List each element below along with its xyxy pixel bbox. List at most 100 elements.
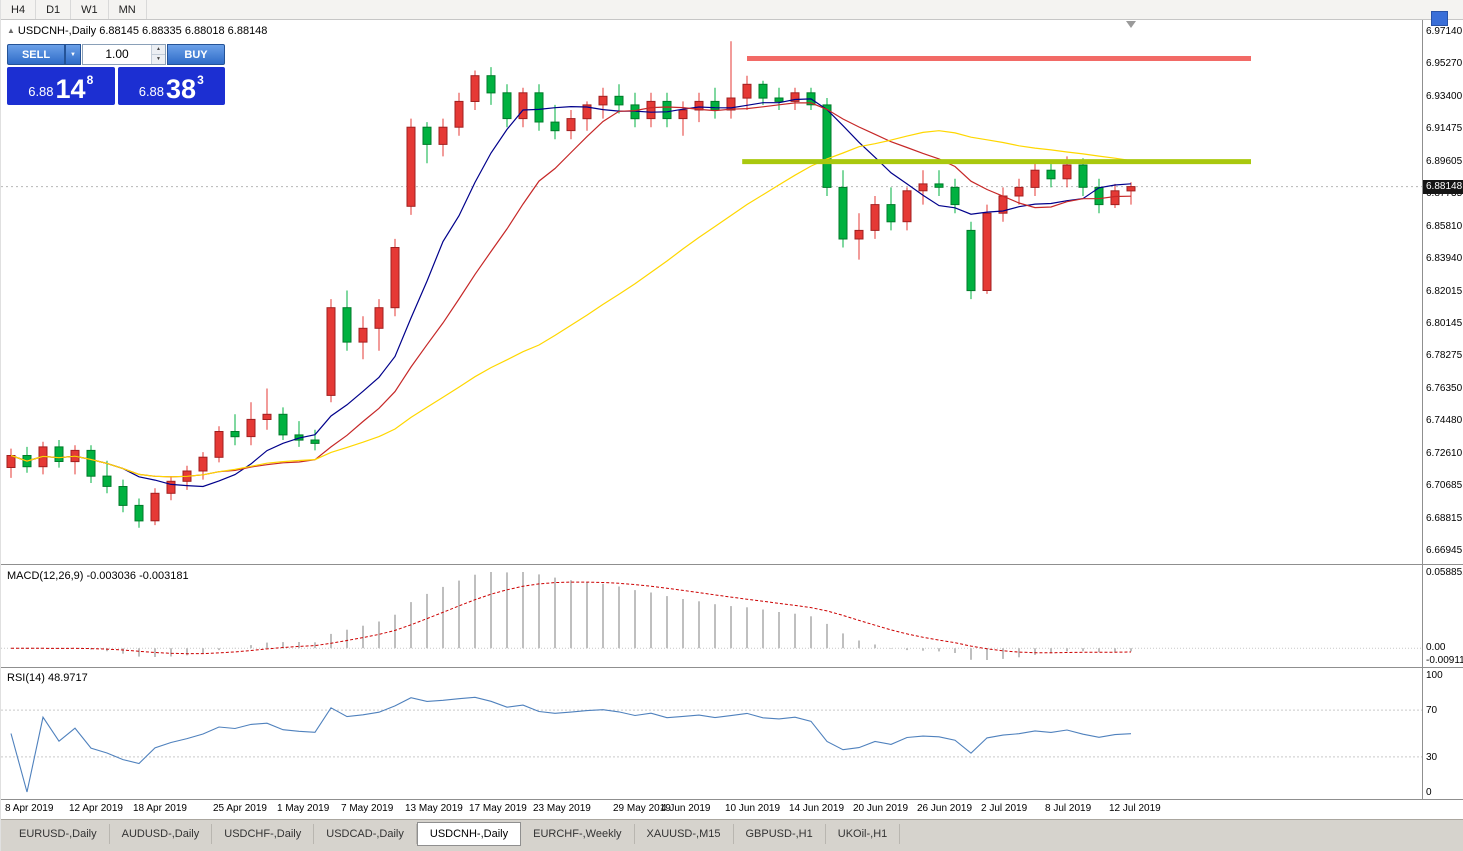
buy-price-big: 38 <box>166 74 197 104</box>
timeframe-button-mn[interactable]: MN <box>109 0 147 19</box>
sell-price-button[interactable]: 6.88 14 8 <box>7 67 115 105</box>
volume-input[interactable]: 1.00 <box>105 47 129 61</box>
date-axis-label: 4 Jun 2019 <box>661 803 711 814</box>
date-axis-label: 10 Jun 2019 <box>725 803 781 814</box>
date-axis-label: 14 Jun 2019 <box>789 803 845 814</box>
date-axis-label: 18 Apr 2019 <box>133 803 187 814</box>
rsi-scale-70: 70 <box>1426 705 1438 716</box>
sell-button[interactable]: SELL <box>7 44 65 65</box>
price-axis-label: 6.80145 <box>1426 317 1463 329</box>
price-axis-label: 6.97140 <box>1426 26 1463 37</box>
rsi-svg[interactable] <box>1 669 1422 798</box>
volume-dropdown-button[interactable]: ▼ <box>65 44 81 65</box>
current-price-tag: 6.88148 <box>1423 179 1463 194</box>
sell-price-prefix: 6.88 <box>28 84 54 99</box>
menubar: H4 D1 W1 MN <box>1 0 1463 20</box>
candle-bodies <box>6 75 1136 522</box>
chart-tab-audusd-daily[interactable]: AUDUSD-,Daily <box>110 824 213 844</box>
price-axis-label: 6.74480 <box>1426 415 1463 427</box>
timeframe-button-d1[interactable]: D1 <box>36 0 72 19</box>
timeframe-button-w1[interactable]: W1 <box>71 0 109 19</box>
buy-button[interactable]: BUY <box>167 44 225 65</box>
date-axis-label: 17 May 2019 <box>469 803 527 814</box>
panel-divider-rsi[interactable] <box>1 667 1463 668</box>
price-axis-label: 6.87735 <box>1426 188 1463 200</box>
series-marker-icon: ▲ <box>7 26 15 35</box>
candle-wicks <box>10 41 1132 528</box>
macd-title: MACD(12,26,9) -0.003036 -0.003181 <box>7 570 189 582</box>
buy-price-button[interactable]: 6.88 38 3 <box>117 67 225 105</box>
ma-medium-red-line <box>10 102 1132 478</box>
chart-tab-xauusd-m15[interactable]: XAUUSD-,M15 <box>635 824 734 844</box>
price-axis[interactable]: 6.88148 0.058851 0.00 -0.009116 100 70 3… <box>1423 19 1463 799</box>
price-axis-label: 6.72610 <box>1426 447 1463 459</box>
macd-scale-zero: 0.00 <box>1426 642 1446 653</box>
date-axis-label: 2 Jul 2019 <box>981 803 1028 814</box>
chart-title-ohlc: USDCNH-,Daily 6.88145 6.88335 6.88018 6.… <box>17 25 268 37</box>
date-axis-label: 20 Jun 2019 <box>853 803 909 814</box>
scrollbar-thumb[interactable] <box>1431 11 1448 26</box>
price-axis-line <box>1422 19 1423 799</box>
date-axis-label: 8 Jul 2019 <box>1045 803 1092 814</box>
rsi-line <box>10 696 1132 793</box>
price-axis-label: 6.82015 <box>1426 285 1463 297</box>
chart-tab-usdchf-daily[interactable]: USDCHF-,Daily <box>212 824 315 844</box>
rsi-scale-0: 0 <box>1426 787 1432 798</box>
main-chart-svg[interactable] <box>1 19 1422 563</box>
one-click-trading-panel: SELL ▼ 1.00 ▲ ▼ BUY 6.88 14 8 6.88 38 3 <box>7 44 225 105</box>
chart-shift-marker <box>1126 21 1136 28</box>
date-axis-label: 12 Jul 2019 <box>1109 803 1161 814</box>
tabbar: EURUSD-,Daily AUDUSD-,Daily USDCHF-,Daily U… <box>1 819 1463 851</box>
spin-up-icon[interactable]: ▲ <box>152 45 165 55</box>
chart-tab-eurchf-weekly[interactable]: EURCHF-,Weekly <box>521 824 635 844</box>
date-axis-label: 25 Apr 2019 <box>213 803 267 814</box>
ma-slow-yellow-line <box>10 130 1132 478</box>
macd-svg[interactable] <box>1 566 1422 666</box>
price-axis-label: 6.93400 <box>1426 90 1463 102</box>
price-axis-label: 6.66945 <box>1426 545 1463 556</box>
rsi-scale-30: 30 <box>1426 752 1438 763</box>
date-axis-label: 13 May 2019 <box>405 803 463 814</box>
buy-price-prefix: 6.88 <box>138 84 165 99</box>
price-axis-label: 6.91475 <box>1426 123 1463 135</box>
buy-price-pip: 3 <box>197 73 204 87</box>
macd-signal-line <box>10 581 1132 655</box>
volume-box: 1.00 ▲ ▼ <box>82 44 166 65</box>
macd-histogram <box>26 572 1132 660</box>
macd-scale-min: -0.009116 <box>1426 655 1463 666</box>
chart-ohlc-header: ▲ USDCNH-,Daily 6.88145 6.88335 6.88018 6… <box>7 25 267 37</box>
date-axis-label: 26 Jun 2019 <box>917 803 973 814</box>
volume-spinner: ▲ ▼ <box>151 45 165 64</box>
price-axis-label: 6.70685 <box>1426 480 1463 492</box>
price-axis-label: 6.76350 <box>1426 382 1463 394</box>
date-axis-divider <box>1 799 1463 800</box>
price-axis-label: 6.78275 <box>1426 350 1463 362</box>
chart-tab-ukoil-h1[interactable]: UKOil-,H1 <box>826 824 901 844</box>
sell-price-pip: 8 <box>86 73 94 87</box>
timeframe-button-h4[interactable]: H4 <box>1 0 37 19</box>
ma-fast-blue-line <box>10 98 1132 488</box>
price-axis-label: 6.85810 <box>1426 220 1463 232</box>
panel-divider-macd[interactable] <box>1 564 1463 565</box>
date-axis-label: 8 Apr 2019 <box>5 803 54 814</box>
chart-tab-usdcad-daily[interactable]: USDCAD-,Daily <box>314 824 417 844</box>
macd-scale-max: 0.058851 <box>1426 567 1463 578</box>
sell-price-big: 14 <box>55 74 86 104</box>
date-axis-label: 23 May 2019 <box>533 803 591 814</box>
chart-tab-gbpusd-h1[interactable]: GBPUSD-,H1 <box>734 824 826 844</box>
date-axis-label: 29 May 2019 <box>613 803 671 814</box>
rsi-scale-100: 100 <box>1426 670 1443 681</box>
chart-tab-eurusd-daily[interactable]: EURUSD-,Daily <box>7 824 110 844</box>
date-axis-label: 12 Apr 2019 <box>69 803 123 814</box>
date-axis-label: 7 May 2019 <box>341 803 394 814</box>
date-axis[interactable]: 8 Apr 2019 12 Apr 2019 18 Apr 2019 25 Apr 2… <box>1 800 1422 818</box>
price-axis-label: 6.68815 <box>1426 512 1463 524</box>
date-axis-label: 1 May 2019 <box>277 803 330 814</box>
rsi-title: RSI(14) 48.9717 <box>7 672 88 684</box>
price-axis-label: 6.95270 <box>1426 58 1463 70</box>
price-axis-label: 6.89605 <box>1426 155 1463 167</box>
chart-tab-usdcnh-daily[interactable]: USDCNH-,Daily <box>416 822 522 846</box>
spin-down-icon[interactable]: ▼ <box>152 55 165 64</box>
price-axis-label: 6.83940 <box>1426 253 1463 265</box>
